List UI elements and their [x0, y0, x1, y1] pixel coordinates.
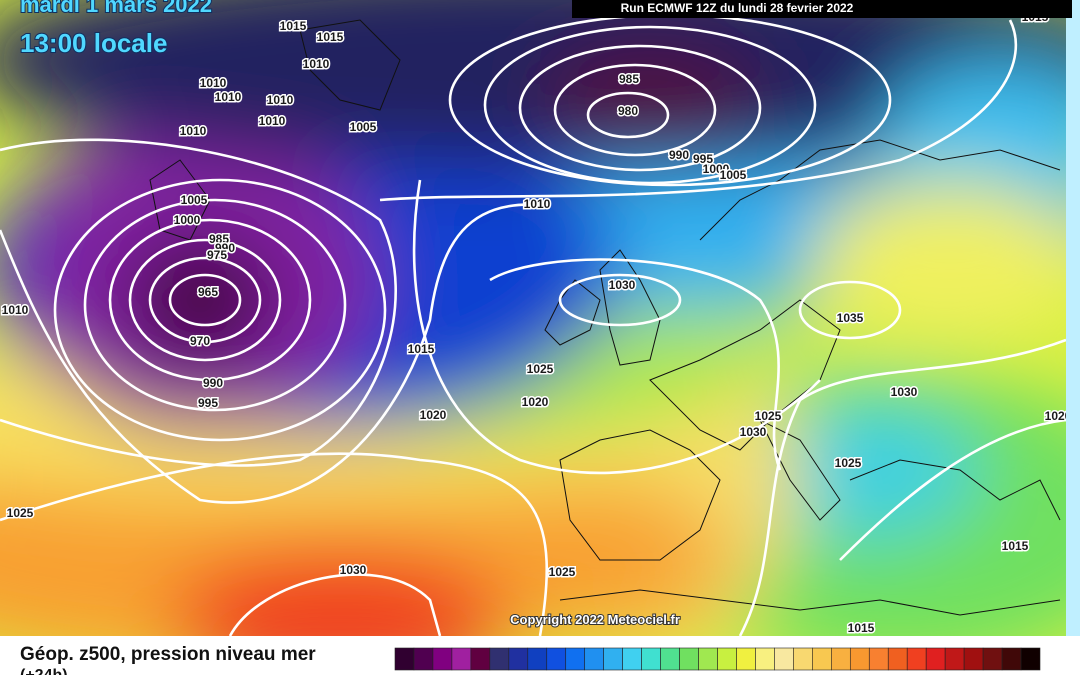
isobar-label: 1010	[303, 57, 330, 71]
color-swatch	[736, 647, 756, 671]
isobar-label: 970	[190, 334, 210, 348]
isobar-label: 990	[215, 241, 235, 255]
isobar-label: 965	[198, 285, 218, 299]
isobar-label: 1005	[720, 168, 747, 182]
color-swatch	[774, 647, 794, 671]
color-swatch	[925, 647, 946, 671]
coastlines	[149, 19, 1061, 616]
color-swatch	[660, 647, 680, 671]
color-swatch	[812, 647, 832, 671]
color-swatch	[944, 647, 965, 671]
isobar-label: 1015	[1002, 539, 1029, 553]
isobar-label: 1030	[891, 385, 918, 399]
legend-lead: (+24h)	[20, 667, 68, 675]
isobar-label: 1010	[524, 197, 551, 211]
color-swatch	[717, 647, 737, 671]
isobar-label: 1000	[703, 162, 730, 176]
isobar-label: 1010	[180, 124, 207, 138]
isobar-label: 1030	[740, 425, 767, 439]
isobar-label: 985	[619, 72, 639, 86]
color-swatch	[394, 647, 415, 671]
date: mardi 1 mars 2022	[20, 0, 212, 17]
color-swatch	[906, 647, 927, 671]
color-swatch	[508, 647, 529, 671]
color-swatch	[451, 647, 472, 671]
isobar-label: 1020	[420, 408, 447, 422]
color-swatch	[432, 647, 453, 671]
isobar-label: 1015	[408, 342, 435, 356]
color-scale	[394, 647, 1041, 671]
color-swatch	[641, 647, 661, 671]
color-swatch	[755, 647, 775, 671]
color-swatch	[413, 647, 434, 671]
isobar-label: 1010	[259, 114, 286, 128]
run-box	[572, 0, 1072, 18]
isobar-label: 1025	[755, 409, 782, 423]
isobar-label: 1010	[200, 76, 227, 90]
run-info: Run ECMWF 12Z du lundi 28 fevrier 2022	[621, 1, 854, 15]
isobar-label: 1000	[174, 213, 201, 227]
color-swatch	[849, 647, 870, 671]
isobar-label: 975	[207, 248, 227, 262]
isobar-label: 1025	[835, 456, 862, 470]
color-swatch	[963, 647, 984, 671]
isobar-label: 1005	[181, 193, 208, 207]
color-swatch	[1020, 647, 1041, 671]
isobar-label: 1030	[609, 278, 636, 292]
isobar-label: 1025	[7, 506, 34, 520]
isobar-label: 1020	[1045, 409, 1072, 423]
isobar-label: 1010	[215, 90, 242, 104]
isobar-label: 1020	[522, 395, 549, 409]
color-swatch	[698, 647, 718, 671]
legend-title: Géop. z500, pression niveau mer	[20, 644, 316, 665]
color-swatch	[887, 647, 908, 671]
isobar-label: 995	[198, 396, 218, 410]
isobar-label: 1015	[848, 621, 875, 635]
color-swatch	[470, 647, 491, 671]
isobar-label: 1005	[350, 120, 377, 134]
color-swatch	[1001, 647, 1022, 671]
local-time: 13:00 locale	[20, 28, 167, 58]
isobar-label: 1015	[317, 30, 344, 44]
isobar-label: 980	[618, 104, 638, 118]
color-swatch	[982, 647, 1003, 671]
isobar-label: 1030	[340, 563, 367, 577]
color-swatch	[527, 647, 548, 671]
isobar-label: 985	[209, 232, 229, 246]
color-swatch	[793, 647, 813, 671]
isobar-label: 1015	[280, 19, 307, 33]
color-swatch	[565, 647, 586, 671]
isobar-label: 1010	[267, 93, 294, 107]
color-swatch	[622, 647, 642, 671]
isobar-label: 1025	[549, 565, 576, 579]
isobar-label: 1010	[2, 303, 29, 317]
isobar-label: 990	[203, 376, 223, 390]
isobar-label: 1025	[527, 362, 554, 376]
isobar-label: 990	[669, 148, 689, 162]
color-swatch	[679, 647, 699, 671]
color-swatch	[546, 647, 567, 671]
isobar-label: 1035	[837, 311, 864, 325]
color-swatch	[603, 647, 623, 671]
isobar-label: 995	[693, 152, 713, 166]
color-swatch	[489, 647, 510, 671]
isobars	[0, 13, 1066, 636]
color-swatch	[584, 647, 604, 671]
color-swatch	[831, 647, 851, 671]
color-swatch	[868, 647, 889, 671]
copyright: Copyright 2022 Meteociel.fr	[510, 612, 680, 627]
